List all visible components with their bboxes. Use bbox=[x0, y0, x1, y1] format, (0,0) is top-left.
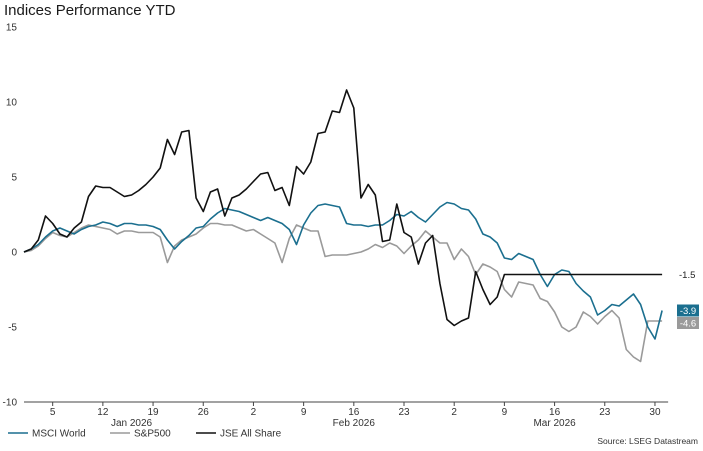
source-note: Source: LSEG Datastream bbox=[597, 436, 698, 446]
month-label: Mar 2026 bbox=[533, 418, 576, 429]
legend-label: S&P500 bbox=[134, 429, 171, 440]
x-tick-label: 16 bbox=[348, 407, 360, 418]
x-tick-label: 26 bbox=[198, 407, 210, 418]
end-label-box bbox=[677, 317, 699, 329]
series-line-jse-all-share bbox=[23, 89, 663, 327]
x-tick-label: 23 bbox=[599, 407, 611, 418]
end-label-msci-world: -3.9 bbox=[680, 306, 696, 317]
legend-label: JSE All Share bbox=[220, 429, 282, 440]
x-tick-label: 12 bbox=[97, 407, 109, 418]
month-label: Feb 2026 bbox=[333, 418, 376, 429]
y-tick-label: 10 bbox=[6, 98, 18, 109]
series-line-msci-world bbox=[23, 201, 663, 340]
legend: MSCI World S&P500 JSE All Share bbox=[8, 429, 282, 440]
month-label: Jan 2026 bbox=[111, 418, 153, 429]
y-tick-label: 15 bbox=[6, 23, 18, 34]
x-tick-label: 30 bbox=[649, 407, 661, 418]
y-tick-label: -5 bbox=[8, 323, 17, 334]
end-label-layer: -3.9 -4.6 -1.5 bbox=[677, 270, 699, 330]
x-tick-label: 5 bbox=[50, 407, 56, 418]
y-tick-label: 5 bbox=[11, 173, 17, 184]
x-tick-label: 2 bbox=[251, 407, 257, 418]
x-tick-label: 9 bbox=[301, 407, 307, 418]
series-line-s-p500 bbox=[23, 222, 663, 363]
end-label-jse: -1.5 bbox=[679, 270, 695, 281]
y-tick-label: -10 bbox=[3, 398, 18, 409]
axis-layer: 15 10 5 0 -5 -10 5 12 19 26 2 9 16 23 2 9 16 23 30 Jan 2026… bbox=[3, 23, 669, 429]
x-tick-label: 16 bbox=[549, 407, 561, 418]
x-tick-label: 23 bbox=[398, 407, 410, 418]
x-tick-label: 2 bbox=[451, 407, 457, 418]
series-layer bbox=[23, 89, 663, 363]
x-tick-label: 9 bbox=[502, 407, 508, 418]
end-label-box bbox=[677, 304, 699, 317]
legend-label: MSCI World bbox=[32, 429, 86, 440]
end-label-s-p500: -4.6 bbox=[680, 319, 696, 330]
chart-title: Indices Performance YTD bbox=[4, 2, 176, 19]
y-tick-label: 0 bbox=[11, 248, 17, 259]
x-tick-label: 19 bbox=[147, 407, 159, 418]
